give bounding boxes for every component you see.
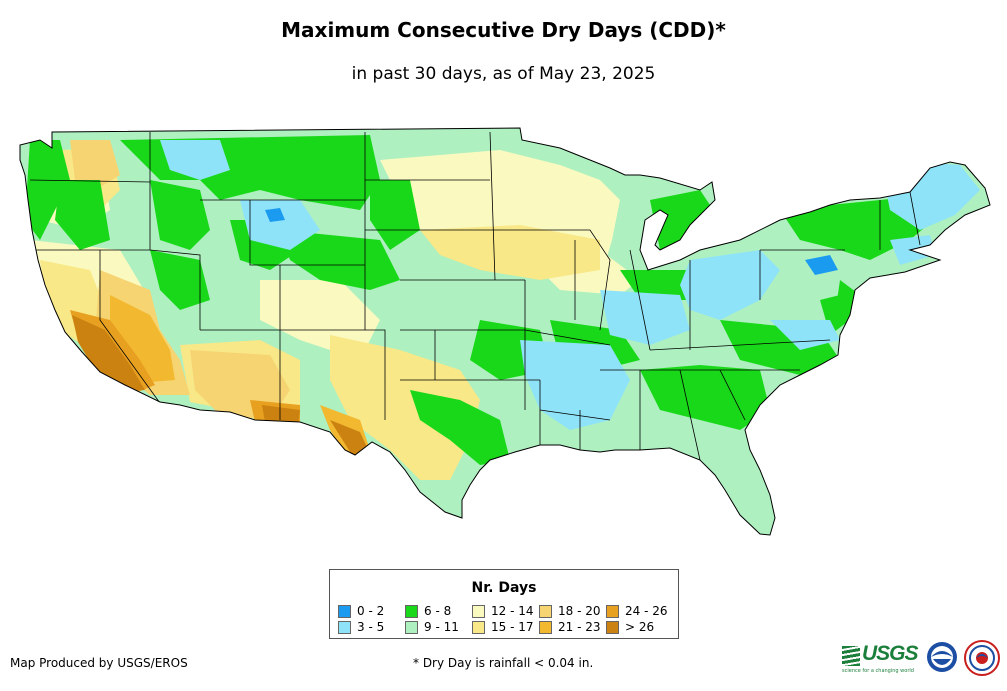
legend-label: 12 - 14 (491, 604, 534, 618)
legend-label: 15 - 17 (491, 620, 534, 634)
legend-item: 0 - 2 (338, 603, 405, 619)
legend-label: 3 - 5 (357, 620, 385, 634)
legend-item: 6 - 8 (405, 603, 472, 619)
legend-item: 21 - 23 (539, 619, 606, 635)
usgs-logo-text: USGS (862, 642, 919, 665)
legend-swatch (338, 604, 351, 618)
legend-swatch (606, 620, 619, 634)
legend-swatch (539, 620, 552, 634)
agency-logos: USGS science for a changing world (842, 640, 1002, 676)
noaa-logo-icon (927, 642, 957, 672)
usgs-logo: USGS science for a changing world (842, 642, 919, 674)
legend-swatch (338, 620, 351, 634)
legend-label: > 26 (625, 620, 655, 634)
legend-item: 12 - 14 (472, 603, 539, 619)
cdd-map (19, 127, 991, 536)
legend-swatch (472, 620, 485, 634)
legend-item: 18 - 20 (539, 603, 606, 619)
legend-swatch (539, 604, 552, 618)
legend-item: 15 - 17 (472, 619, 539, 635)
map-title: Maximum Consecutive Dry Days (CDD)* (281, 18, 726, 42)
legend-label: 6 - 8 (424, 604, 452, 618)
legend-label: 21 - 23 (558, 620, 601, 634)
legend-label: 9 - 11 (424, 620, 459, 634)
legend-swatch (405, 620, 418, 634)
nws-logo-icon (964, 640, 1000, 676)
legend: Nr. Days 0 - 2 3 - 5 6 - 8 9 - 11 12 - 14 15 … (329, 569, 679, 639)
legend-swatch (405, 604, 418, 618)
legend-swatch (472, 604, 485, 618)
legend-items: 0 - 2 3 - 5 6 - 8 9 - 11 12 - 14 15 - 17 18 - … (338, 603, 673, 635)
legend-label: 24 - 26 (625, 604, 668, 618)
footnote: * Dry Day is rainfall < 0.04 in. (413, 656, 594, 670)
legend-item: 24 - 26 (606, 603, 673, 619)
legend-label: 18 - 20 (558, 604, 601, 618)
legend-item: 3 - 5 (338, 619, 405, 635)
legend-label: 0 - 2 (357, 604, 385, 618)
map-subtitle: in past 30 days, as of May 23, 2025 (351, 64, 656, 84)
usgs-wave-icon (842, 646, 860, 666)
map-credit: Map Produced by USGS/EROS (10, 656, 188, 670)
legend-title: Nr. Days (471, 580, 537, 596)
legend-swatch (606, 604, 619, 618)
legend-item: > 26 (606, 619, 673, 635)
legend-item: 9 - 11 (405, 619, 472, 635)
usgs-tagline: science for a changing world (842, 668, 914, 674)
